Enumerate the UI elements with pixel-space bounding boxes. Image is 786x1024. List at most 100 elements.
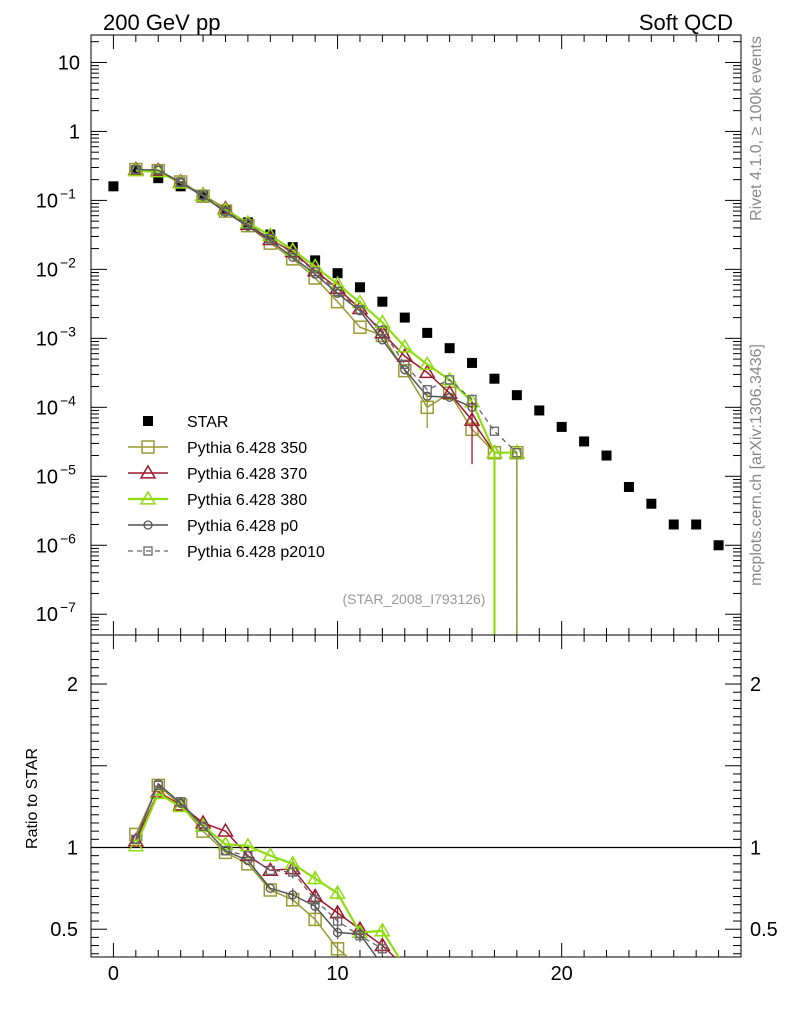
star-point <box>143 416 153 426</box>
star-point <box>511 390 522 401</box>
header-right: Soft QCD <box>639 10 733 35</box>
p2010-point <box>265 233 275 244</box>
star-point <box>467 357 478 368</box>
star-point <box>108 181 119 192</box>
p2010-point <box>220 846 231 856</box>
ratio-y-tick-label-right: 2 <box>750 674 761 696</box>
star-point <box>287 242 298 253</box>
p370-point <box>418 363 436 379</box>
p0-point <box>377 335 388 345</box>
y-tick-exponent: −6 <box>60 530 76 546</box>
legend-label-p0: Pythia 6.428 p0 <box>187 518 298 535</box>
y-tick-label: 1 <box>69 121 80 143</box>
ratio-frame <box>90 634 742 958</box>
p2010-point <box>400 359 410 369</box>
analysis-tag: (STAR_2008_I793126) <box>343 591 486 607</box>
star-point <box>646 498 657 509</box>
legend: STAR Pythia 6.428 350 Pythia 6.428 370 Pyth… <box>128 414 325 561</box>
p370-point <box>441 384 458 399</box>
star-point <box>422 327 433 338</box>
y-tick-label: 10 <box>36 535 58 557</box>
p2010-point <box>131 164 141 175</box>
y-tick-exponent: −1 <box>60 185 76 201</box>
p2010-point <box>444 375 455 385</box>
y-tick-label: 10 <box>58 52 80 74</box>
p380-point <box>418 355 436 370</box>
ratio-y-tick-label: 2 <box>67 674 78 696</box>
ratio-y-tick-label-right: 0.5 <box>750 919 778 941</box>
ratio-y-tick-label: 1 <box>67 837 78 859</box>
p2010-point <box>143 546 153 556</box>
p380-point <box>239 837 257 852</box>
p0-point <box>444 392 455 402</box>
y-tick-exponent: −3 <box>60 323 76 339</box>
mcplots-label: mcplots.cern.ch [arXiv:1306.3436] <box>748 344 765 586</box>
y-tick-label: 10 <box>36 259 58 281</box>
legend-label-star: STAR <box>187 414 228 431</box>
p350-point <box>196 189 210 203</box>
x-tick-label: 10 <box>326 963 348 985</box>
ratio-y-tick-label-right: 1 <box>750 837 761 859</box>
p0-line <box>135 168 473 408</box>
p2010-point <box>310 267 320 277</box>
x-tick-label: 20 <box>551 963 573 985</box>
p2010-point <box>153 780 163 791</box>
main-series <box>108 161 724 635</box>
p380-point <box>396 338 414 353</box>
star-point <box>601 450 612 461</box>
y-tick-label: 10 <box>36 466 58 488</box>
p2010-point <box>243 851 253 861</box>
p380-point <box>127 837 145 852</box>
p370-point <box>139 464 157 479</box>
star-point <box>399 312 410 323</box>
y-tick-label: 10 <box>36 397 58 419</box>
y-tick-label: 10 <box>36 328 58 350</box>
y-tick-exponent: −4 <box>60 392 76 408</box>
p2010-point <box>355 305 365 315</box>
ratio-y-axis-label: Ratio to STAR <box>24 748 41 849</box>
star-point <box>332 268 343 279</box>
legend-label-p2010: Pythia 6.428 p2010 <box>187 544 325 561</box>
p2010-point <box>153 165 163 175</box>
p350-point <box>241 857 255 871</box>
p380-point <box>217 835 234 850</box>
p350-line <box>135 168 517 454</box>
star-point <box>579 436 590 447</box>
star-point <box>377 296 388 307</box>
p2010-point <box>198 190 208 200</box>
p2010-point <box>176 797 186 807</box>
y-tick-label: 10 <box>36 604 58 626</box>
star-point <box>354 282 365 293</box>
p350-point <box>398 363 412 378</box>
ratio-series <box>127 778 400 957</box>
p0-point <box>265 883 275 894</box>
star-point <box>444 343 455 354</box>
p350-point <box>141 440 155 454</box>
p380-point <box>261 847 279 862</box>
header-left: 200 GeV pp <box>103 10 220 35</box>
p2010-point <box>265 865 275 876</box>
star-point <box>153 173 164 184</box>
p0-point <box>243 855 253 866</box>
y-tick-exponent: −5 <box>60 461 76 477</box>
x-tick-label: 0 <box>108 963 119 985</box>
legend-label-p380: Pythia 6.428 380 <box>187 492 307 509</box>
legend-label-p370: Pythia 6.428 370 <box>187 466 307 483</box>
p380-point <box>139 490 157 505</box>
star-point <box>691 519 702 530</box>
p2010-point <box>489 426 500 436</box>
p350-point <box>353 320 367 334</box>
star-point <box>623 481 634 492</box>
star-point <box>489 373 500 384</box>
ratio-y-tick-label: 0.5 <box>50 919 78 941</box>
p2010-point <box>243 219 253 229</box>
star-point <box>713 540 724 551</box>
y-tick-label: 10 <box>36 190 58 212</box>
p2010-point <box>198 821 208 831</box>
star-point <box>668 519 679 530</box>
legend-label-p350: Pythia 6.428 350 <box>187 440 307 457</box>
p0-point <box>143 520 153 530</box>
p0-ratio-line <box>135 782 378 957</box>
p2010-point <box>288 248 298 259</box>
